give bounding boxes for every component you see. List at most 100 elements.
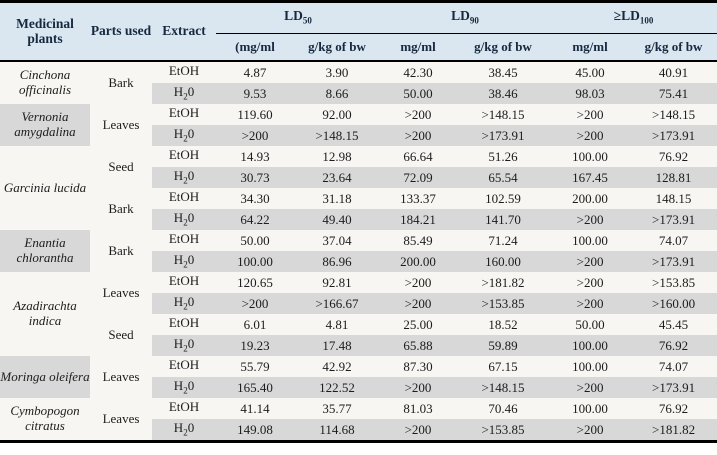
header-ld50-group: LD50 [216,1,381,34]
value-cell: 81.03 [403,400,433,416]
ld50-label: LD [284,8,303,24]
parts-used-cell: Leaves [90,356,152,398]
table-row: H20 165.40 122.52 >200 >148.15 >200 >173… [0,377,717,398]
parts-used-cell: Bark [90,230,152,272]
value-cell: 6.01 [243,316,267,332]
table-row: Azadirachta indica Leaves EtOH 120.65 92… [0,272,717,356]
value-cell: 19.23 [216,335,294,356]
value-cell: >148.15 [481,106,525,122]
value-cell: 76.92 [658,400,689,416]
value-cell: 55.79 [240,358,270,374]
value-cell: 45.00 [575,64,605,80]
value-cell: 9.53 [216,83,294,104]
table-row: Bark EtOH 34.30 31.18 133.37 102.59 200.… [0,188,717,230]
value-cell: 37.04 [322,232,352,248]
value-cell: 41.14 [240,400,270,416]
value-cell: 100.00 [572,232,608,248]
value-cell: 18.52 [488,316,518,332]
header-ld100-mgml: mg/ml [550,33,631,62]
value-cell: 49.40 [294,209,381,230]
value-cell: 167.45 [550,167,631,188]
header-ld90-group: LD90 [380,1,551,34]
value-cell: 87.30 [403,358,433,374]
parts-used-cell: Leaves [90,272,152,314]
value-cell: 76.92 [658,148,689,164]
value-cell: 17.48 [294,335,381,356]
value-cell: 122.52 [294,377,381,398]
value-cell: 70.46 [488,400,518,416]
plant-name-cell: Enantia chlorantha [0,230,90,272]
value-cell: 102.59 [485,190,521,206]
parts-used-cell: Bark [90,61,152,104]
value-cell: 114.68 [294,419,381,442]
value-cell: 4.81 [325,316,349,332]
value-cell: >148.15 [456,377,551,398]
table-row: Cinchona officinalis Bark EtOH 4.87 3.90… [0,61,717,104]
value-cell: 120.65 [237,274,273,290]
value-cell: 184.21 [380,209,457,230]
value-cell: >200 [550,125,631,146]
value-cell: 149.08 [216,419,294,442]
value-cell: 65.88 [380,335,457,356]
value-cell: >160.00 [630,293,717,314]
header-ld90-gkg: g/kg of bw [456,33,551,62]
value-cell: >200 [550,377,631,398]
value-cell: >181.82 [630,419,717,442]
value-cell: 67.15 [488,358,518,374]
value-cell: >173.91 [630,125,717,146]
extract-cell: H20 [152,125,216,146]
table-row: Vernonia amygdalina Leaves EtOH 119.60 9… [0,104,717,146]
table-row: H20 19.23 17.48 65.88 59.89 100.00 76.92 [0,335,717,356]
value-cell: 45.45 [658,316,689,332]
value-cell: >153.85 [456,419,551,442]
value-cell: 148.15 [655,190,692,206]
toxicity-table-wrapper: Medicinal plants Parts used Extract LD50… [0,0,717,443]
extract-cell: EtOH [168,146,200,162]
value-cell: >148.15 [294,125,381,146]
parts-used-cell: Leaves [90,104,152,146]
table-row: Garcinia lucida Seed EtOH 14.93 12.98 66… [0,146,717,230]
value-cell: >173.91 [456,125,551,146]
value-cell: 14.93 [240,148,270,164]
parts-used-cell: Seed [90,146,152,188]
extract-cell: EtOH [168,314,200,330]
extract-cell: EtOH [168,230,200,246]
table-row: Enantia chlorantha Bark EtOH 50.00 37.04… [0,230,717,272]
table-row: Seed EtOH 6.01 4.81 25.00 18.52 50.00 45… [0,314,717,356]
value-cell: 200.00 [572,190,608,206]
value-cell: 92.81 [322,274,352,290]
extract-cell: EtOH [168,104,200,120]
value-cell: 12.98 [322,148,352,164]
header-ld90-mgml: mg/ml [380,33,457,62]
header-medicinal-plants: Medicinal plants [0,1,90,62]
value-cell: 23.64 [294,167,381,188]
value-cell: 42.30 [403,64,433,80]
value-cell: 92.00 [322,106,352,122]
value-cell: 64.22 [216,209,294,230]
value-cell: >200 [380,125,457,146]
extract-cell: H20 [152,335,216,356]
value-cell: 31.18 [322,190,352,206]
value-cell: 76.92 [630,335,717,356]
parts-used-cell: Leaves [90,398,152,442]
extract-cell: H20 [152,377,216,398]
value-cell: >200 [576,274,604,290]
extract-cell: H20 [152,293,216,314]
extract-cell: H20 [152,419,216,442]
header-parts-used: Parts used [90,1,152,62]
extract-cell: H20 [152,209,216,230]
value-cell: 8.66 [294,83,381,104]
extract-cell: H20 [152,167,216,188]
value-cell: >200 [550,293,631,314]
value-cell: 100.00 [550,335,631,356]
value-cell: 75.41 [630,83,717,104]
plant-name-cell: Vernonia amygdalina [0,104,90,146]
header-ld50-gkg: g/kg of bw [294,33,381,62]
value-cell: 100.00 [572,400,608,416]
value-cell: 100.00 [216,251,294,272]
value-cell: >200 [404,106,432,122]
extract-cell: EtOH [168,356,200,372]
value-cell: >200 [550,419,631,442]
value-cell: >200 [576,106,604,122]
value-cell: >200 [380,377,457,398]
